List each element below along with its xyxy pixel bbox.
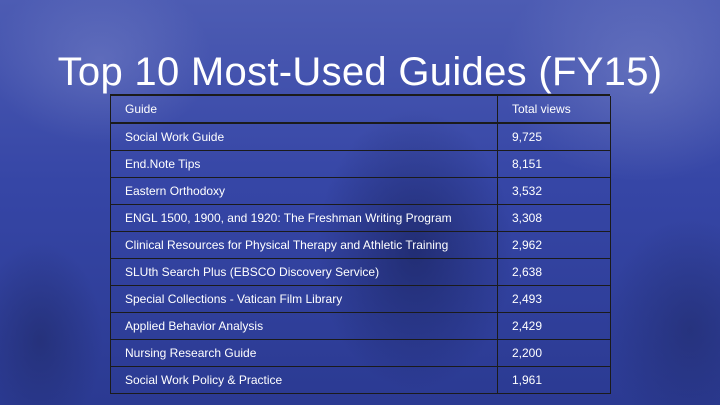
slide-title: Top 10 Most-Used Guides (FY15) [57,50,663,94]
table-row: SLUth Search Plus (EBSCO Discovery Servi… [110,258,611,286]
guide-name: Special Collections - Vatican Film Libra… [110,285,498,313]
header-guide: Guide [110,96,498,124]
total-views: 8,151 [497,150,611,178]
guide-name: Social Work Policy & Practice [110,366,498,394]
total-views: 2,200 [497,339,611,367]
guide-name: End.Note Tips [110,150,498,178]
guide-name: Eastern Orthodoxy [110,177,498,205]
table-row: End.Note Tips 8,151 [110,150,611,178]
total-views: 3,532 [497,177,611,205]
total-views: 2,962 [497,231,611,259]
total-views: 3,308 [497,204,611,232]
table-row: Applied Behavior Analysis 2,429 [110,312,611,340]
table-row: Social Work Policy & Practice 1,961 [110,366,611,394]
table-row: Special Collections - Vatican Film Libra… [110,285,611,313]
guide-name: Applied Behavior Analysis [110,312,498,340]
table-row: ENGL 1500, 1900, and 1920: The Freshman … [110,204,611,232]
guide-name: Nursing Research Guide [110,339,498,367]
guide-name: ENGL 1500, 1900, and 1920: The Freshman … [110,204,498,232]
header-total-views: Total views [497,96,611,124]
guide-name: SLUth Search Plus (EBSCO Discovery Servi… [110,258,498,286]
total-views: 9,725 [497,123,611,151]
table-row: Eastern Orthodoxy 3,532 [110,177,611,205]
total-views: 2,429 [497,312,611,340]
total-views: 1,961 [497,366,611,394]
guides-table: Guide Total views Social Work Guide 9,72… [110,96,611,394]
guide-name: Clinical Resources for Physical Therapy … [110,231,498,259]
table-header-row: Guide Total views [110,96,611,124]
table-row: Nursing Research Guide 2,200 [110,339,611,367]
title-divider [110,94,610,96]
total-views: 2,638 [497,258,611,286]
guide-name: Social Work Guide [110,123,498,151]
total-views: 2,493 [497,285,611,313]
table-row: Clinical Resources for Physical Therapy … [110,231,611,259]
table-row: Social Work Guide 9,725 [110,123,611,151]
